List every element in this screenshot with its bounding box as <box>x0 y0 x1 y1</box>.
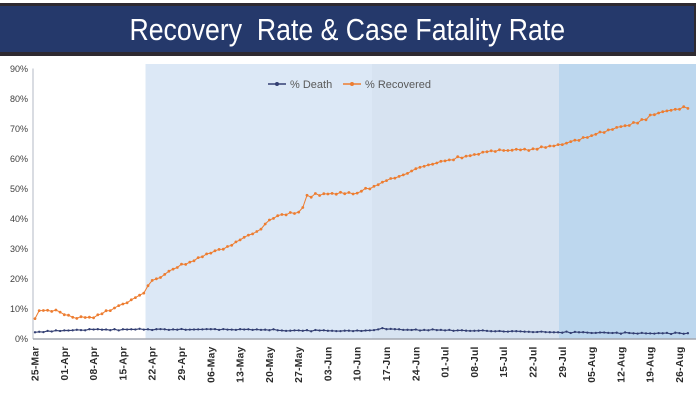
svg-text:19-Aug: 19-Aug <box>646 346 657 382</box>
svg-text:80%: 80% <box>10 94 28 104</box>
svg-text:15-Jul: 15-Jul <box>499 346 510 377</box>
svg-text:30%: 30% <box>10 244 28 254</box>
svg-text:29-Jul: 29-Jul <box>558 346 569 377</box>
svg-text:50%: 50% <box>10 184 28 194</box>
svg-text:06-May: 06-May <box>206 346 217 382</box>
svg-text:22-Apr: 22-Apr <box>148 346 159 380</box>
svg-text:24-Jun: 24-Jun <box>411 346 422 381</box>
svg-text:0%: 0% <box>15 334 28 344</box>
svg-text:40%: 40% <box>10 214 28 224</box>
svg-text:% Recovered: % Recovered <box>365 79 431 91</box>
svg-text:22-Jul: 22-Jul <box>529 346 540 377</box>
svg-text:01-Jul: 01-Jul <box>441 346 452 377</box>
svg-text:29-Apr: 29-Apr <box>177 346 188 380</box>
svg-text:% Death: % Death <box>290 79 332 91</box>
svg-text:01-Apr: 01-Apr <box>60 346 71 380</box>
svg-text:27-May: 27-May <box>294 346 305 382</box>
svg-text:17-Jun: 17-Jun <box>382 346 393 381</box>
svg-text:15-Apr: 15-Apr <box>118 346 129 380</box>
svg-text:90%: 90% <box>10 64 28 74</box>
svg-text:12-Aug: 12-Aug <box>616 346 627 382</box>
svg-text:20%: 20% <box>10 274 28 284</box>
svg-text:60%: 60% <box>10 154 28 164</box>
svg-text:08-Apr: 08-Apr <box>89 346 100 380</box>
svg-text:70%: 70% <box>10 124 28 134</box>
svg-text:03-Jun: 03-Jun <box>323 346 334 381</box>
svg-text:08-Jul: 08-Jul <box>470 346 481 377</box>
svg-text:05-Aug: 05-Aug <box>587 346 598 382</box>
svg-text:25-Mar: 25-Mar <box>31 346 42 381</box>
svg-text:20-May: 20-May <box>265 346 276 382</box>
svg-text:10-Jun: 10-Jun <box>353 346 364 381</box>
svg-text:13-May: 13-May <box>236 346 247 382</box>
svg-text:26-Aug: 26-Aug <box>675 346 686 382</box>
svg-text:10%: 10% <box>10 304 28 314</box>
